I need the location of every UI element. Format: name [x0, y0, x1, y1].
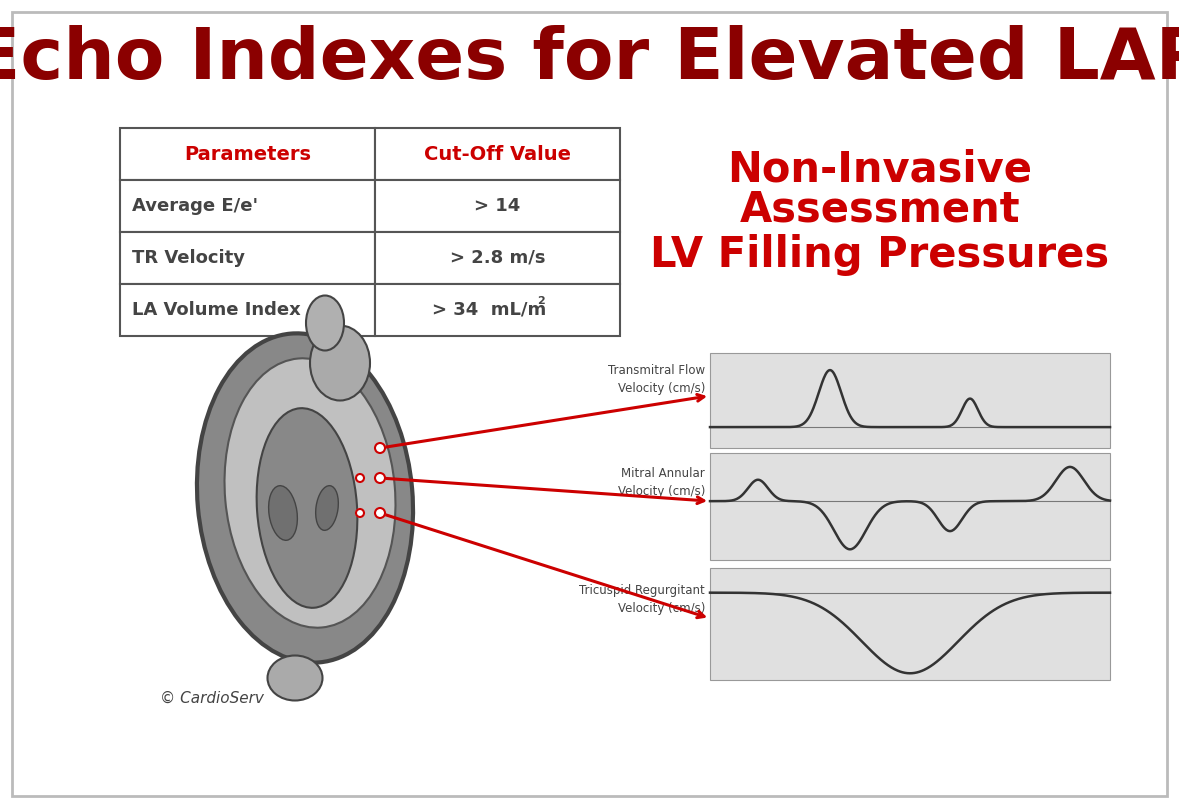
Bar — [120, 284, 375, 336]
Text: © CardioServ: © CardioServ — [160, 691, 264, 705]
Text: > 34  mL/m: > 34 mL/m — [433, 301, 547, 319]
Text: LA Volume Index: LA Volume Index — [132, 301, 301, 319]
Text: Average E/e': Average E/e' — [132, 197, 258, 215]
Text: Assessment: Assessment — [739, 189, 1020, 231]
Ellipse shape — [197, 334, 413, 663]
Bar — [120, 232, 375, 284]
Circle shape — [375, 508, 386, 518]
Text: Non-Invasive: Non-Invasive — [727, 149, 1033, 191]
Circle shape — [375, 443, 386, 453]
Bar — [710, 453, 1109, 560]
Text: TR Velocity: TR Velocity — [132, 249, 245, 267]
FancyBboxPatch shape — [12, 12, 1167, 796]
Ellipse shape — [268, 655, 323, 701]
Ellipse shape — [224, 358, 395, 628]
Text: Transmitral Flow
Velocity (cm/s): Transmitral Flow Velocity (cm/s) — [608, 364, 705, 395]
Text: LV Filling Pressures: LV Filling Pressures — [651, 234, 1109, 276]
Circle shape — [356, 509, 364, 517]
Circle shape — [356, 474, 364, 482]
Text: Cut-Off Value: Cut-Off Value — [424, 145, 571, 163]
Ellipse shape — [307, 296, 344, 351]
Bar — [120, 128, 375, 180]
Ellipse shape — [316, 486, 338, 530]
Circle shape — [375, 473, 386, 483]
Bar — [375, 232, 620, 284]
Bar — [375, 180, 620, 232]
Text: > 2.8 m/s: > 2.8 m/s — [449, 249, 545, 267]
Text: Parameters: Parameters — [184, 145, 311, 163]
Bar — [710, 568, 1109, 680]
Ellipse shape — [257, 408, 357, 608]
Text: Mitral Annular
Velocity (cm/s): Mitral Annular Velocity (cm/s) — [618, 468, 705, 499]
Ellipse shape — [269, 486, 297, 541]
Bar — [120, 180, 375, 232]
Text: > 14: > 14 — [474, 197, 521, 215]
Text: Tricuspid Regurgitant
Velocity (cm/s): Tricuspid Regurgitant Velocity (cm/s) — [579, 584, 705, 615]
Text: Echo Indexes for Elevated LAP: Echo Indexes for Elevated LAP — [0, 26, 1179, 95]
Text: 2: 2 — [538, 296, 546, 306]
Bar — [375, 284, 620, 336]
Bar — [710, 353, 1109, 448]
Ellipse shape — [310, 326, 370, 401]
Bar — [375, 128, 620, 180]
